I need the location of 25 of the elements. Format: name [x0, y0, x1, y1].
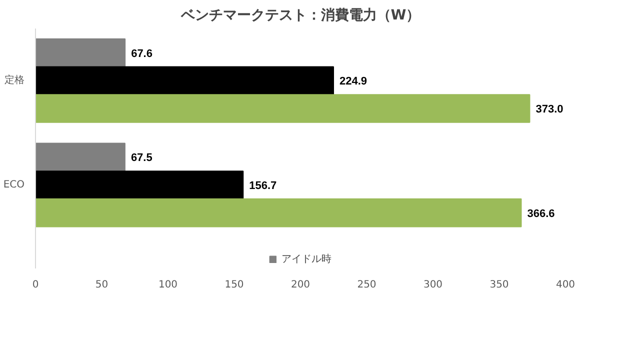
bar: [36, 198, 522, 228]
bar: [36, 142, 126, 172]
y-tick-label: 定格: [4, 74, 24, 86]
data-label: 373.0: [536, 104, 564, 116]
x-tick-label: 0: [32, 280, 39, 290]
x-tick-label: 150: [224, 280, 244, 290]
x-tick-label: 400: [556, 280, 576, 290]
data-label: 366.6: [527, 208, 555, 220]
bar: [36, 94, 530, 123]
x-tick-label: 50: [95, 280, 108, 290]
x-tick-label: 100: [158, 280, 178, 290]
data-label: 67.5: [130, 152, 152, 164]
data-label: 224.9: [339, 76, 368, 88]
bar: [36, 170, 244, 200]
chart-title: ベンチマークテスト：消費電力（W）: [180, 8, 420, 24]
x-tick-label: 250: [357, 280, 376, 290]
data-label: 67.6: [131, 48, 152, 60]
y-tick-label: ECO: [3, 180, 25, 191]
data-label: 156.7: [249, 180, 277, 192]
legend-label: アイドル時: [282, 252, 332, 266]
bar: [36, 38, 126, 68]
x-tick-label: 300: [423, 280, 443, 290]
x-tick-label: 200: [290, 280, 310, 290]
bar: [36, 66, 334, 96]
x-tick-label: 350: [490, 280, 509, 290]
